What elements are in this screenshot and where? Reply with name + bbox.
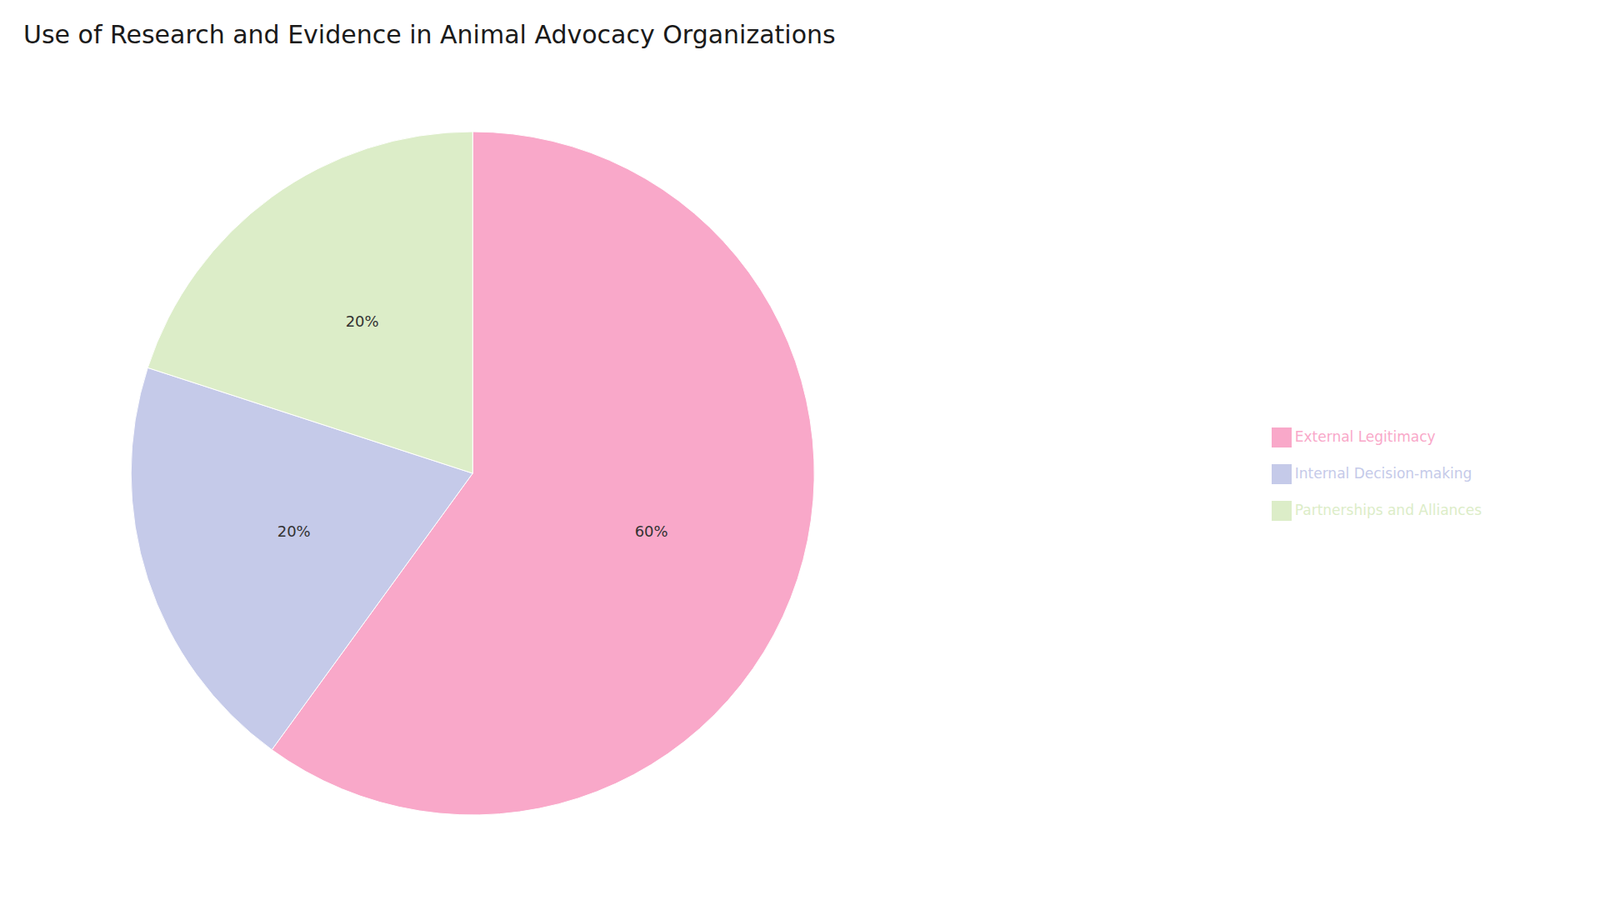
html-text:Internal Decision-making: Internal Decision-making bbox=[1294, 465, 1472, 482]
svg-text:20%: 20% bbox=[277, 522, 311, 540]
html-text:External Legitimacy: External Legitimacy bbox=[1294, 428, 1436, 445]
html-text:Use of Research and Evidence i: Use of Research and Evidence in Animal A… bbox=[23, 20, 836, 50]
svg-text:60%: 60% bbox=[635, 522, 669, 540]
html-text:Partnerships and Alliances: Partnerships and Alliances bbox=[1294, 501, 1482, 519]
svg-text:20%: 20% bbox=[345, 312, 380, 330]
